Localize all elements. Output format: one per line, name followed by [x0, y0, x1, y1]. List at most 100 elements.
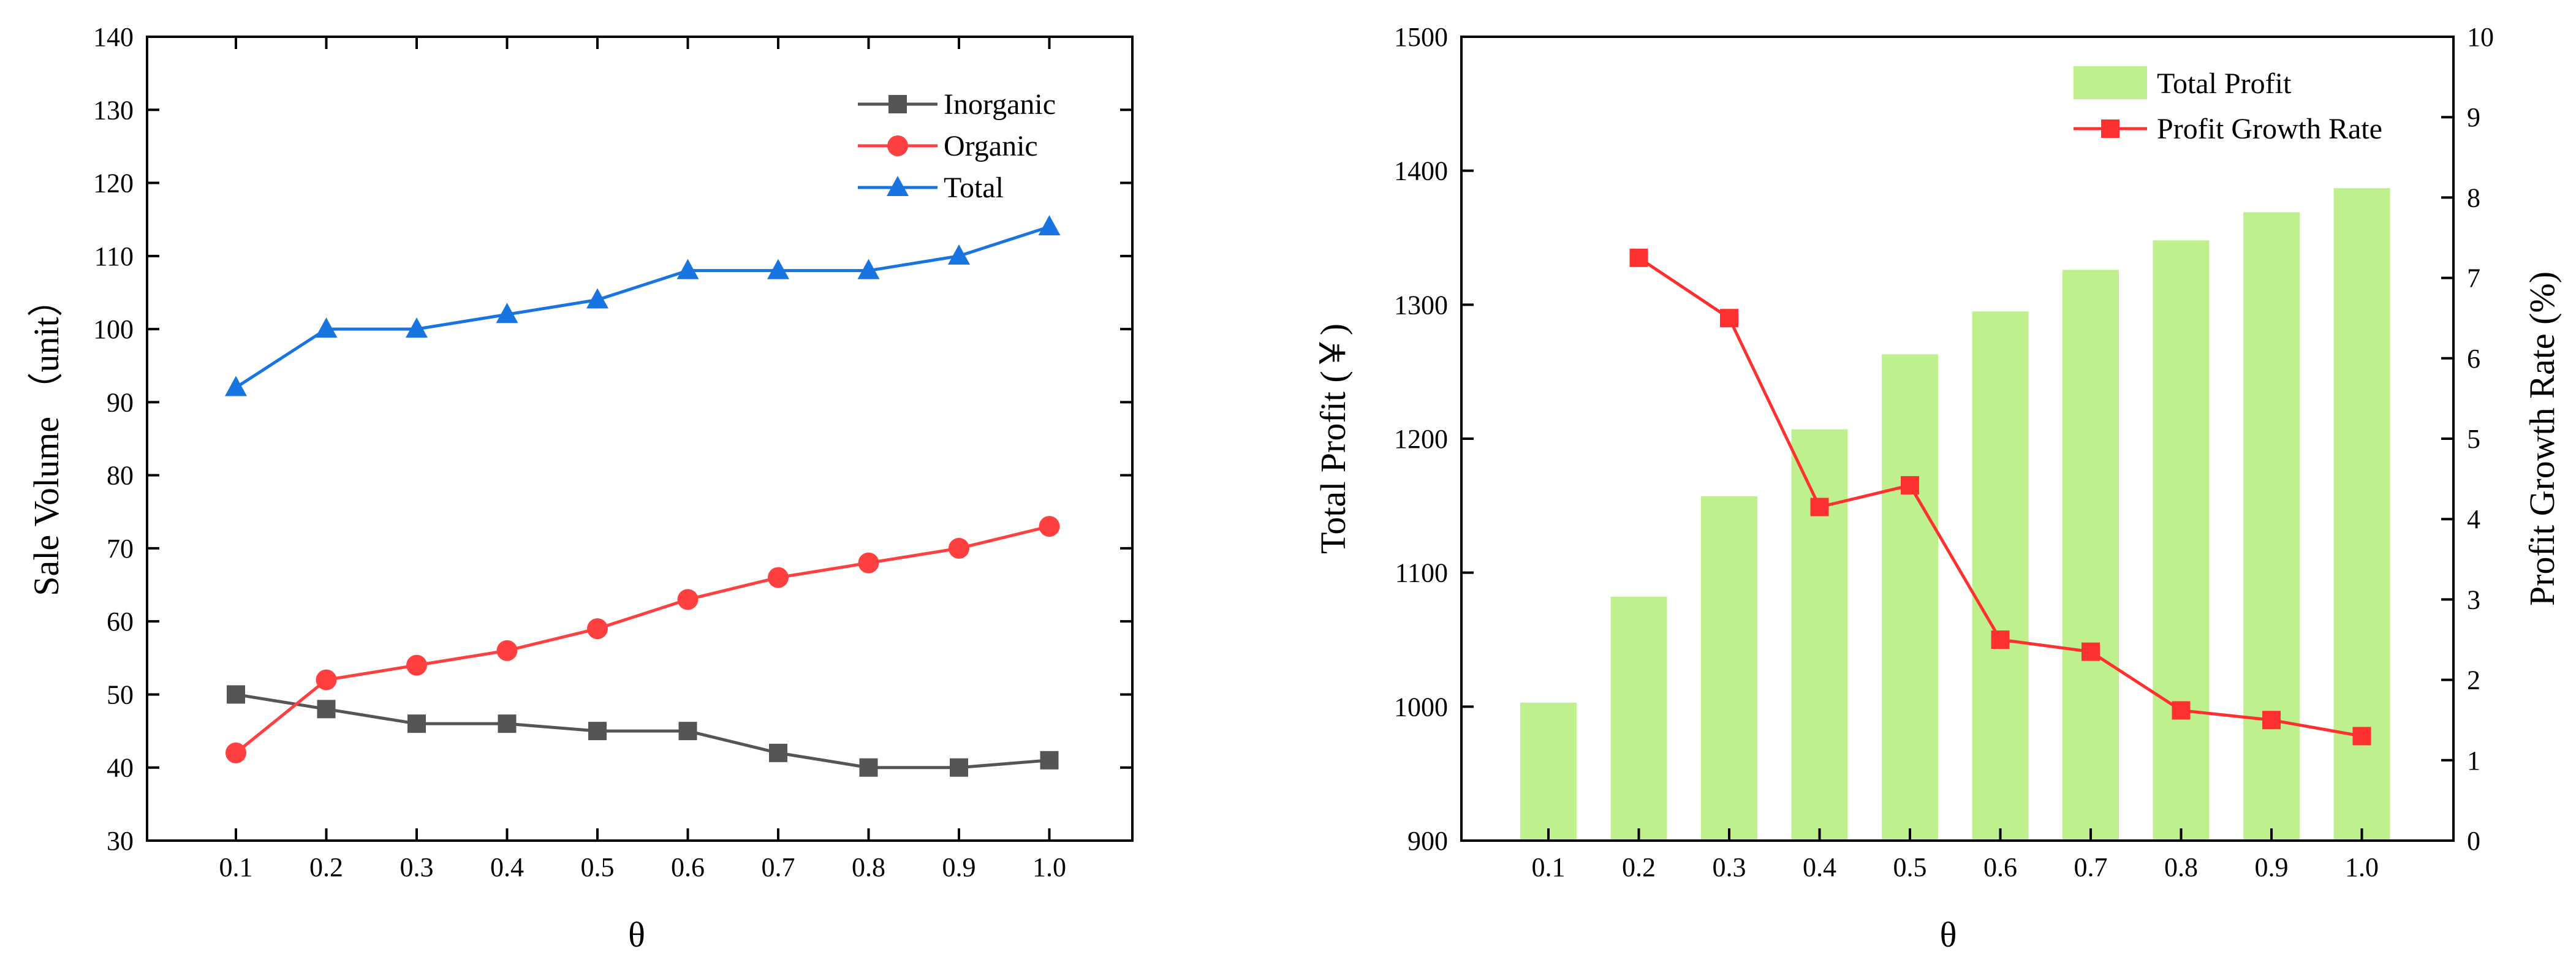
y2-tick-label: 4 — [2467, 504, 2480, 534]
y2-tick-label: 9 — [2467, 102, 2480, 132]
x-tick-label: 0.4 — [490, 852, 524, 882]
x-tick-label: 0.7 — [762, 852, 795, 882]
legend-label: Total — [944, 172, 1004, 204]
data-point — [225, 376, 247, 396]
y-tick-label: 100 — [93, 314, 134, 344]
x-tick-label: 0.1 — [1532, 852, 1566, 882]
data-point — [227, 685, 245, 704]
total-profit-chart: 900 1000 1100 1200 1300 1400 1500 0 1 2 3 4 5 6 7 8 9 10 0… — [1313, 22, 2562, 955]
x-tick-label: 0.9 — [2255, 852, 2289, 882]
data-point — [1038, 215, 1061, 236]
y2-tick-label: 1 — [2467, 746, 2480, 776]
data-point — [2262, 711, 2281, 730]
data-point — [496, 640, 518, 661]
data-point — [496, 303, 518, 324]
x-tick-label: 0.6 — [1983, 852, 2017, 882]
bar — [1882, 354, 1938, 841]
data-point — [498, 714, 517, 733]
y-axis-title: Total Profit (￥) — [1313, 324, 1353, 554]
x-tick-label: 1.0 — [2345, 852, 2379, 882]
y-tick-label: 1200 — [1394, 424, 1448, 454]
x-tick-label: 0.3 — [1713, 852, 1746, 882]
y-tick-label: 80 — [107, 461, 134, 491]
data-point — [677, 589, 699, 610]
series-profit-growth-rate — [1629, 248, 2371, 746]
y2-tick-label: 0 — [2467, 826, 2480, 856]
data-point — [587, 618, 608, 640]
data-point — [317, 700, 336, 719]
series-line — [235, 225, 1050, 389]
series-line — [235, 692, 1050, 770]
y-tick-label: 90 — [107, 387, 134, 417]
legend-swatch — [2074, 66, 2147, 99]
data-point — [676, 259, 699, 279]
data-point — [949, 537, 969, 559]
data-point — [1039, 516, 1060, 537]
bar — [2153, 240, 2210, 841]
data-point — [2082, 642, 2100, 661]
y2-tick-label: 2 — [2467, 665, 2480, 695]
bar — [1701, 496, 1757, 841]
legend-label: Inorganic — [944, 88, 1056, 121]
y-tick-label: 1300 — [1394, 290, 1448, 320]
legend-marker — [887, 135, 908, 156]
legend: Inorganic Organic Total — [858, 88, 1056, 204]
x-axis-title: θ — [628, 915, 645, 955]
y2-tick-label: 10 — [2467, 22, 2494, 52]
data-point — [315, 317, 338, 338]
x-tick-label: 0.2 — [309, 852, 343, 882]
plot-frame — [146, 36, 1134, 842]
data-point — [857, 259, 880, 279]
plot-frame — [1460, 36, 2455, 842]
series-total — [225, 215, 1061, 396]
data-point — [769, 743, 787, 762]
y-axis-title: Sale Volume （unit） — [26, 281, 66, 596]
data-point — [2352, 727, 2371, 746]
data-point — [948, 244, 970, 265]
x-tick-label: 0.5 — [1893, 852, 1927, 882]
series-organic — [225, 516, 1060, 763]
x-tick-label: 0.6 — [671, 852, 705, 882]
data-point — [858, 552, 879, 573]
y-tick-label: 40 — [107, 753, 134, 783]
legend-marker — [2101, 119, 2120, 138]
legend-label: Organic — [944, 130, 1038, 162]
data-point — [767, 259, 789, 279]
x-tick-label: 0.8 — [852, 852, 885, 882]
x-tick-label: 0.7 — [2074, 852, 2108, 882]
y2-tick-label: 6 — [2467, 344, 2480, 374]
y2-tick-label: 5 — [2467, 424, 2480, 454]
x-tick-label: 0.4 — [1803, 852, 1836, 882]
data-point — [1810, 498, 1829, 517]
data-point — [1991, 630, 2010, 649]
y-tick-label: 1400 — [1394, 156, 1448, 186]
data-point — [586, 288, 608, 309]
data-point — [678, 722, 697, 741]
y-tick-label: 60 — [107, 607, 134, 637]
data-point — [407, 714, 426, 733]
bar — [1972, 311, 2029, 841]
legend: Total Profit Profit Growth Rate — [2074, 66, 2382, 145]
y-tick-label: 1000 — [1394, 692, 1448, 722]
data-point — [316, 669, 337, 691]
legend-label: Total Profit — [2157, 67, 2292, 100]
legend-label: Profit Growth Rate — [2157, 113, 2382, 145]
x-tick-label: 1.0 — [1032, 852, 1066, 882]
data-point — [588, 722, 607, 741]
bar — [1520, 702, 1577, 841]
y2-tick-label: 7 — [2467, 263, 2480, 293]
y-tick-label: 120 — [93, 168, 134, 199]
data-point — [406, 654, 427, 676]
series-total-profit — [1520, 188, 2390, 841]
x-axis-title: θ — [1940, 915, 1957, 955]
y-tick-label: 1100 — [1395, 558, 1448, 588]
y-tick-label: 110 — [94, 241, 134, 271]
series-line — [235, 524, 1050, 754]
data-point — [225, 742, 246, 763]
data-point — [1629, 248, 1648, 267]
y2-tick-label: 8 — [2467, 183, 2480, 213]
y-tick-label: 130 — [93, 95, 134, 125]
y-tick-label: 70 — [107, 534, 134, 564]
x-tick-label: 0.2 — [1622, 852, 1656, 882]
